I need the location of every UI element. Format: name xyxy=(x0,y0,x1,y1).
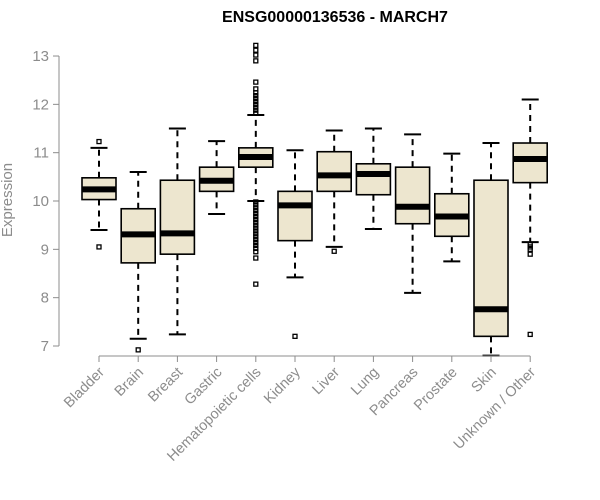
y-tick-label: 12 xyxy=(32,96,49,113)
outlier-point xyxy=(253,228,259,234)
iqr-box xyxy=(394,166,431,225)
outlier-point xyxy=(253,95,259,102)
y-tick-label: 9 xyxy=(41,241,49,258)
y-axis-label: Expression xyxy=(0,163,16,237)
iqr-box xyxy=(277,190,313,242)
outlier-point xyxy=(253,216,259,223)
iqr-box xyxy=(512,142,549,184)
box-liver xyxy=(316,129,353,254)
box-skin xyxy=(473,142,509,357)
y-tick-label: 8 xyxy=(41,290,49,307)
chart-title: ENSG00000136536 - MARCH7 xyxy=(222,9,448,26)
x-tick-label: Breast xyxy=(145,365,186,406)
iqr-box xyxy=(159,179,196,255)
outlier-point xyxy=(253,225,259,231)
outlier-point xyxy=(253,98,259,105)
outlier-point xyxy=(253,255,259,261)
outlier-point xyxy=(253,237,259,243)
outlier-point xyxy=(253,47,259,53)
outlier-point xyxy=(253,213,259,220)
box-hematopoietic-cells xyxy=(238,42,274,287)
x-tick-label: Liver xyxy=(309,364,343,398)
outlier-point xyxy=(253,219,259,225)
outlier-point xyxy=(253,239,259,246)
outlier-point xyxy=(253,42,259,49)
box-breast xyxy=(159,127,196,336)
outlier-point xyxy=(253,242,259,249)
y-tick-label: 13 xyxy=(32,48,49,65)
x-tick-label: Brain xyxy=(112,365,147,400)
box-bladder xyxy=(81,138,117,250)
outlier-point xyxy=(253,107,259,113)
iqr-box xyxy=(316,150,353,193)
box-kidney xyxy=(277,149,313,339)
box-unknown-other xyxy=(512,98,549,338)
box-lung xyxy=(355,127,392,231)
y-tick-label: 11 xyxy=(33,145,49,162)
outlier-point xyxy=(253,104,259,110)
y-tick-label: 7 xyxy=(41,338,49,355)
outlier-point xyxy=(527,251,533,257)
outlier-point xyxy=(253,205,259,211)
box-brain xyxy=(120,171,156,353)
outlier-point xyxy=(527,241,533,248)
outlier-point xyxy=(253,101,259,107)
iqr-box xyxy=(473,179,509,338)
x-tick-label: Skin xyxy=(469,365,500,396)
iqr-box xyxy=(355,162,392,196)
outlier-point xyxy=(96,138,102,145)
outlier-point xyxy=(135,347,141,353)
outlier-point xyxy=(253,208,259,214)
outlier-point xyxy=(253,93,259,99)
box-gastric xyxy=(198,140,235,216)
y-tick-label: 10 xyxy=(32,193,49,210)
outlier-point xyxy=(253,86,259,92)
box-prostate xyxy=(433,152,470,263)
outlier-point xyxy=(253,79,259,85)
outlier-point xyxy=(253,245,259,252)
outlier-point xyxy=(253,110,259,116)
outlier-point xyxy=(253,222,259,228)
outlier-point xyxy=(253,231,259,237)
outlier-point xyxy=(253,202,259,208)
outlier-point xyxy=(253,281,259,287)
outlier-point xyxy=(331,248,337,254)
x-tick-label: Kidney xyxy=(261,364,304,407)
x-tick-label: Bladder xyxy=(61,364,108,411)
outlier-point xyxy=(527,331,533,338)
outlier-point xyxy=(253,199,259,205)
outlier-point xyxy=(292,333,298,339)
outlier-point xyxy=(253,234,259,240)
outlier-point xyxy=(253,52,259,58)
box-pancreas xyxy=(394,133,431,294)
outlier-point xyxy=(96,244,102,250)
x-tick-label: Prostate xyxy=(411,365,460,414)
outlier-point xyxy=(253,58,259,64)
x-tick-label: Lung xyxy=(348,365,382,399)
outlier-point xyxy=(253,210,259,217)
boxes-group xyxy=(81,42,549,357)
y-axis: 7 8 9 10 11 12 13 xyxy=(32,48,60,355)
